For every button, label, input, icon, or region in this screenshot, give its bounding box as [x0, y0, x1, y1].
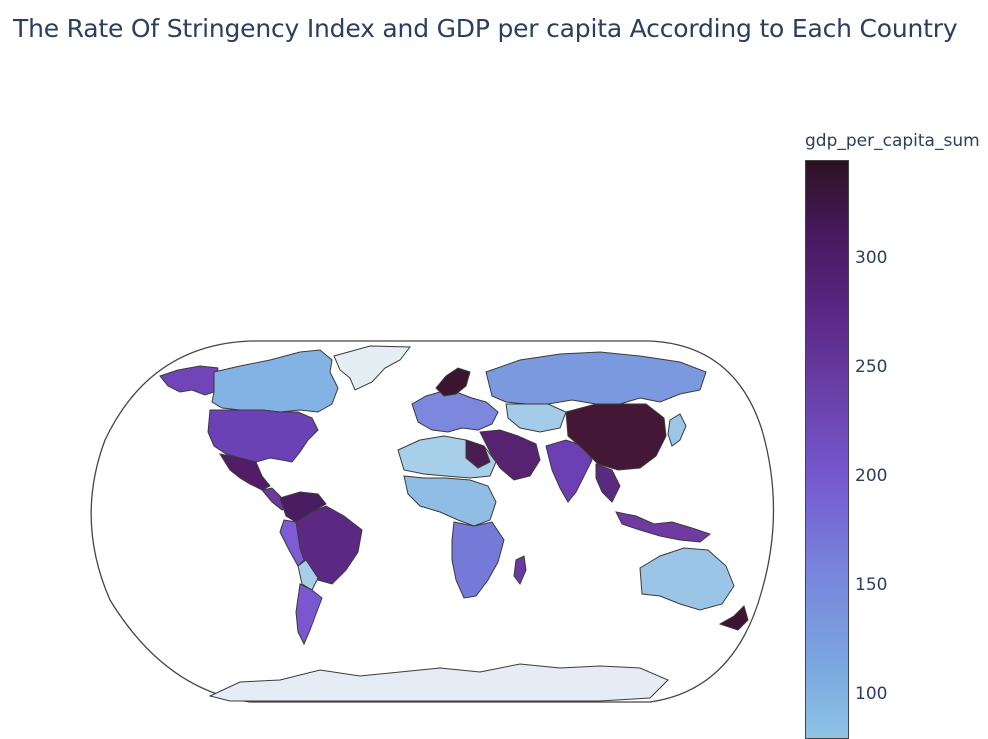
- egypt: [465, 439, 491, 469]
- southeast-asia: [595, 463, 621, 503]
- chart-title: The Rate Of Stringency Index and GDP per…: [13, 14, 958, 43]
- colorbar-tick-label: 200: [855, 466, 888, 486]
- colorbar-tick-label: 300: [855, 248, 888, 268]
- colorbar-tick-label: 150: [855, 575, 888, 595]
- central-africa: [403, 475, 497, 527]
- colorbar: [805, 160, 849, 739]
- bolivia: [297, 559, 319, 591]
- colorbar-tick-label: 250: [855, 357, 888, 377]
- scandinavia: [435, 367, 471, 397]
- usa: [207, 409, 319, 463]
- colorbar-tick-label: 100: [855, 684, 888, 704]
- new-zealand: [718, 605, 749, 631]
- japan: [667, 413, 687, 447]
- madagascar: [513, 555, 527, 585]
- southern-africa: [451, 521, 505, 599]
- mexico: [218, 453, 271, 491]
- china: [565, 403, 667, 471]
- antarctica: [208, 663, 669, 702]
- colorbar-title: gdp_per_capita_sum: [805, 131, 980, 151]
- australia: [639, 547, 735, 611]
- canada: [211, 349, 339, 413]
- greenland: [333, 345, 411, 391]
- argentina: [295, 583, 323, 646]
- indonesia: [615, 511, 712, 543]
- central-asia: [505, 403, 567, 433]
- alaska: [159, 365, 219, 396]
- india: [545, 439, 593, 503]
- northern-south-america: [279, 491, 327, 523]
